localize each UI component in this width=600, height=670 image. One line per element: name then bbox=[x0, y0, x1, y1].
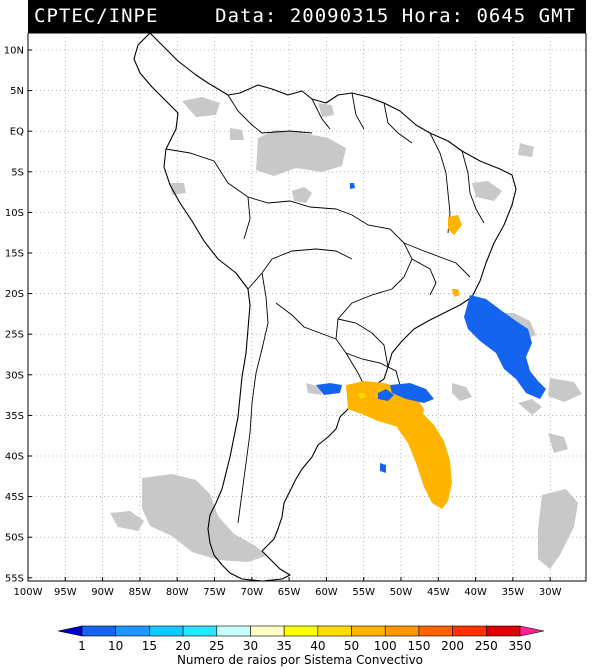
lat-label: 20S bbox=[5, 289, 24, 300]
latitude-labels: 10N 5N EQ 5S 10S 15S 20S 25S 30S 35S 40S 45S 50S 55S bbox=[4, 46, 24, 585]
colorbar-title: Numero de raios por Sistema Convectivo bbox=[176, 653, 424, 667]
colorbar-cell bbox=[486, 625, 521, 637]
lat-label: 30S bbox=[5, 370, 24, 381]
lon-label: 30W bbox=[539, 587, 562, 598]
colorbar-cell bbox=[149, 625, 184, 637]
colorbar-label: 250 bbox=[475, 639, 498, 652]
lon-label: 65W bbox=[278, 587, 301, 598]
lon-label: 95W bbox=[54, 587, 77, 598]
colorbar-cells bbox=[57, 625, 545, 637]
colorbar-cell bbox=[81, 625, 116, 637]
lon-label: 70W bbox=[240, 587, 263, 598]
colorbar-cell bbox=[317, 625, 352, 637]
colorbar-cell bbox=[250, 625, 285, 637]
colorbar-cell bbox=[351, 625, 386, 637]
colorbar-label: 200 bbox=[441, 639, 464, 652]
lat-label: 45S bbox=[5, 492, 24, 503]
colorbar-arrow-low bbox=[57, 625, 83, 637]
country-borders bbox=[165, 92, 485, 524]
colorbar-labels: 1 10 15 20 25 30 35 40 50 100 150 200 250 350 bbox=[78, 639, 531, 652]
lat-label: 35S bbox=[5, 411, 24, 422]
colorbar-cell bbox=[418, 625, 453, 637]
lon-label: 75W bbox=[203, 587, 226, 598]
convective-systems bbox=[316, 183, 546, 509]
colorbar-arrow-high bbox=[519, 625, 545, 637]
lon-label: 45W bbox=[427, 587, 450, 598]
datetime-label: Data: 20090315 Hora: 0645 GMT bbox=[215, 5, 576, 27]
lat-label: 5N bbox=[10, 86, 24, 97]
colorbar-label: 10 bbox=[108, 639, 123, 652]
lat-label: EQ bbox=[10, 127, 24, 138]
lon-label: 55W bbox=[352, 587, 375, 598]
colorbar-cell bbox=[452, 625, 487, 637]
lat-label: 25S bbox=[5, 330, 24, 341]
colorbar-label: 20 bbox=[175, 639, 190, 652]
lat-label: 40S bbox=[5, 452, 24, 463]
lat-label: 50S bbox=[5, 533, 24, 544]
colorbar-cell bbox=[115, 625, 150, 637]
timezone-value: GMT bbox=[538, 5, 576, 27]
colorbar-label: 25 bbox=[209, 639, 224, 652]
date-value: 20090315 bbox=[289, 5, 390, 27]
colorbar-label: 15 bbox=[142, 639, 157, 652]
colorbar-label: 100 bbox=[374, 639, 397, 652]
time-value: 0645 bbox=[476, 5, 527, 27]
date-prefix: Data: bbox=[215, 5, 278, 27]
map-frame bbox=[27, 33, 587, 582]
colorbar-cell bbox=[182, 625, 218, 637]
lon-label: 85W bbox=[129, 587, 152, 598]
time-prefix: Hora: bbox=[401, 5, 464, 27]
lat-label: 55S bbox=[5, 573, 24, 584]
cloud-cover bbox=[110, 97, 582, 569]
lon-label: 50W bbox=[390, 587, 413, 598]
colorbar-label: 150 bbox=[407, 639, 430, 652]
lon-label: 100W bbox=[14, 587, 43, 598]
lon-label: 40W bbox=[464, 587, 487, 598]
lon-label: 35W bbox=[502, 587, 525, 598]
colorbar-label: 1 bbox=[78, 639, 86, 652]
lat-label: 10S bbox=[5, 208, 24, 219]
source-label: CPTEC/INPE bbox=[34, 5, 159, 27]
lat-label: 5S bbox=[11, 167, 24, 178]
colorbar-cell bbox=[384, 625, 420, 637]
lon-label: 80W bbox=[166, 587, 189, 598]
lightning-map: 10N5NEQ5S10S15S20S25S30S35S40S45S50S55S … bbox=[4, 33, 587, 598]
lat-label: 10N bbox=[4, 46, 24, 57]
colorbar-cell bbox=[216, 625, 251, 637]
colorbar-cell bbox=[283, 625, 319, 637]
colorbar-label: 350 bbox=[509, 639, 532, 652]
lon-label: 90W bbox=[91, 587, 114, 598]
longitude-labels: 100W 95W 90W 85W 80W 75W 70W 65W 60W 55W 50W 45W 40W… bbox=[14, 587, 562, 598]
colorbar: 1 10 15 20 25 30 35 40 50 100 150 200 250 350 bbox=[57, 625, 545, 652]
colorbar-label: 35 bbox=[277, 639, 292, 652]
colorbar-label: 50 bbox=[344, 639, 359, 652]
lat-label: 15S bbox=[5, 249, 24, 260]
colorbar-label: 30 bbox=[243, 639, 258, 652]
colorbar-label: 40 bbox=[310, 639, 325, 652]
lon-label: 60W bbox=[315, 587, 338, 598]
title-bar: CPTEC/INPE Data: 20090315 Hora: 0645 GMT bbox=[28, 0, 586, 33]
